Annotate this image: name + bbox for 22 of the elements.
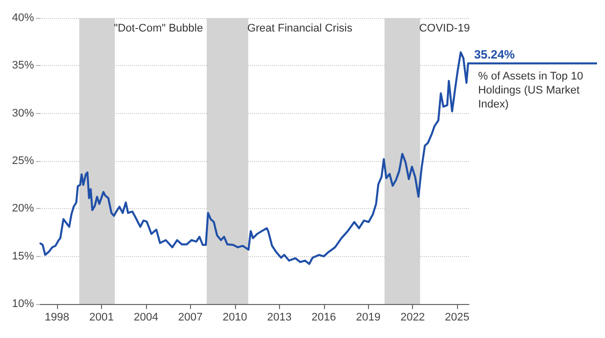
y-tick-label: 35% xyxy=(12,60,34,72)
x-tick-label: 1998 xyxy=(44,312,70,324)
x-tick-label: 2001 xyxy=(89,312,114,324)
series-label: % of Assets in Top 10 Holdings (US Market Index) xyxy=(478,70,586,110)
x-tick-label: 2016 xyxy=(312,312,336,324)
x-tick-label: 2025 xyxy=(444,312,470,324)
y-tick-label: 20% xyxy=(12,202,34,215)
y-tick-label: 40% xyxy=(12,12,34,24)
x-tick-label: 2022 xyxy=(400,312,425,324)
x-tick-label: 2004 xyxy=(134,312,158,324)
band-label: Great Financial Crisis xyxy=(247,22,353,34)
y-tick-label: 10% xyxy=(12,298,34,310)
x-tick-label: 2019 xyxy=(356,312,380,324)
y-tick-label: 25% xyxy=(12,155,34,167)
x-tick-label: 2013 xyxy=(267,312,292,324)
band-label: COVID‑19 xyxy=(419,22,470,34)
y-tick-label: 30% xyxy=(12,107,34,120)
x-tick-label: 2007 xyxy=(178,312,203,324)
x-tick-label: 2010 xyxy=(222,312,248,324)
y-tick-label: 15% xyxy=(12,250,34,262)
band-label: "Dot-Com" Bubble xyxy=(114,22,203,34)
data-label: 35.24% xyxy=(474,47,516,62)
